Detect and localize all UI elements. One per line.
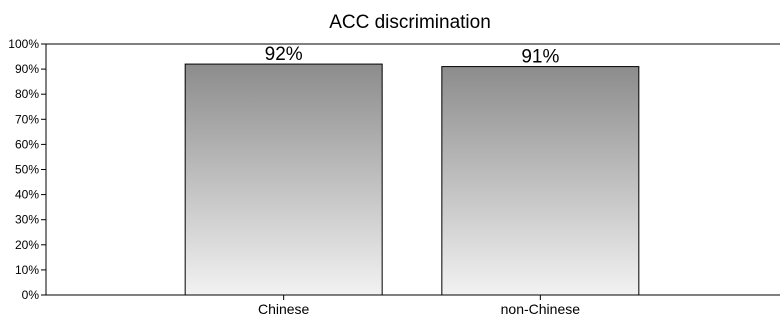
y-tick-label: 60% [15,137,39,151]
bar [441,66,640,296]
y-tick-label: 30% [15,213,39,227]
y-tick-label: 10% [15,263,39,277]
x-tick-label: Chinese [258,301,310,317]
y-tick-label: 0% [22,288,40,302]
y-tick-label: 20% [15,238,39,252]
bar [184,63,383,296]
bar-value-label: 92% [265,44,303,65]
y-tick-label: 50% [15,163,39,177]
x-tick-label: non-Chinese [501,301,581,317]
y-tick-label: 80% [15,87,39,101]
y-tick-label: 70% [15,112,39,126]
y-tick-label: 40% [15,188,39,202]
y-tick-label: 100% [8,37,39,51]
y-tick-label: 90% [15,62,39,76]
chart-title: ACC discrimination [329,12,491,33]
bar-value-label: 91% [521,47,559,68]
